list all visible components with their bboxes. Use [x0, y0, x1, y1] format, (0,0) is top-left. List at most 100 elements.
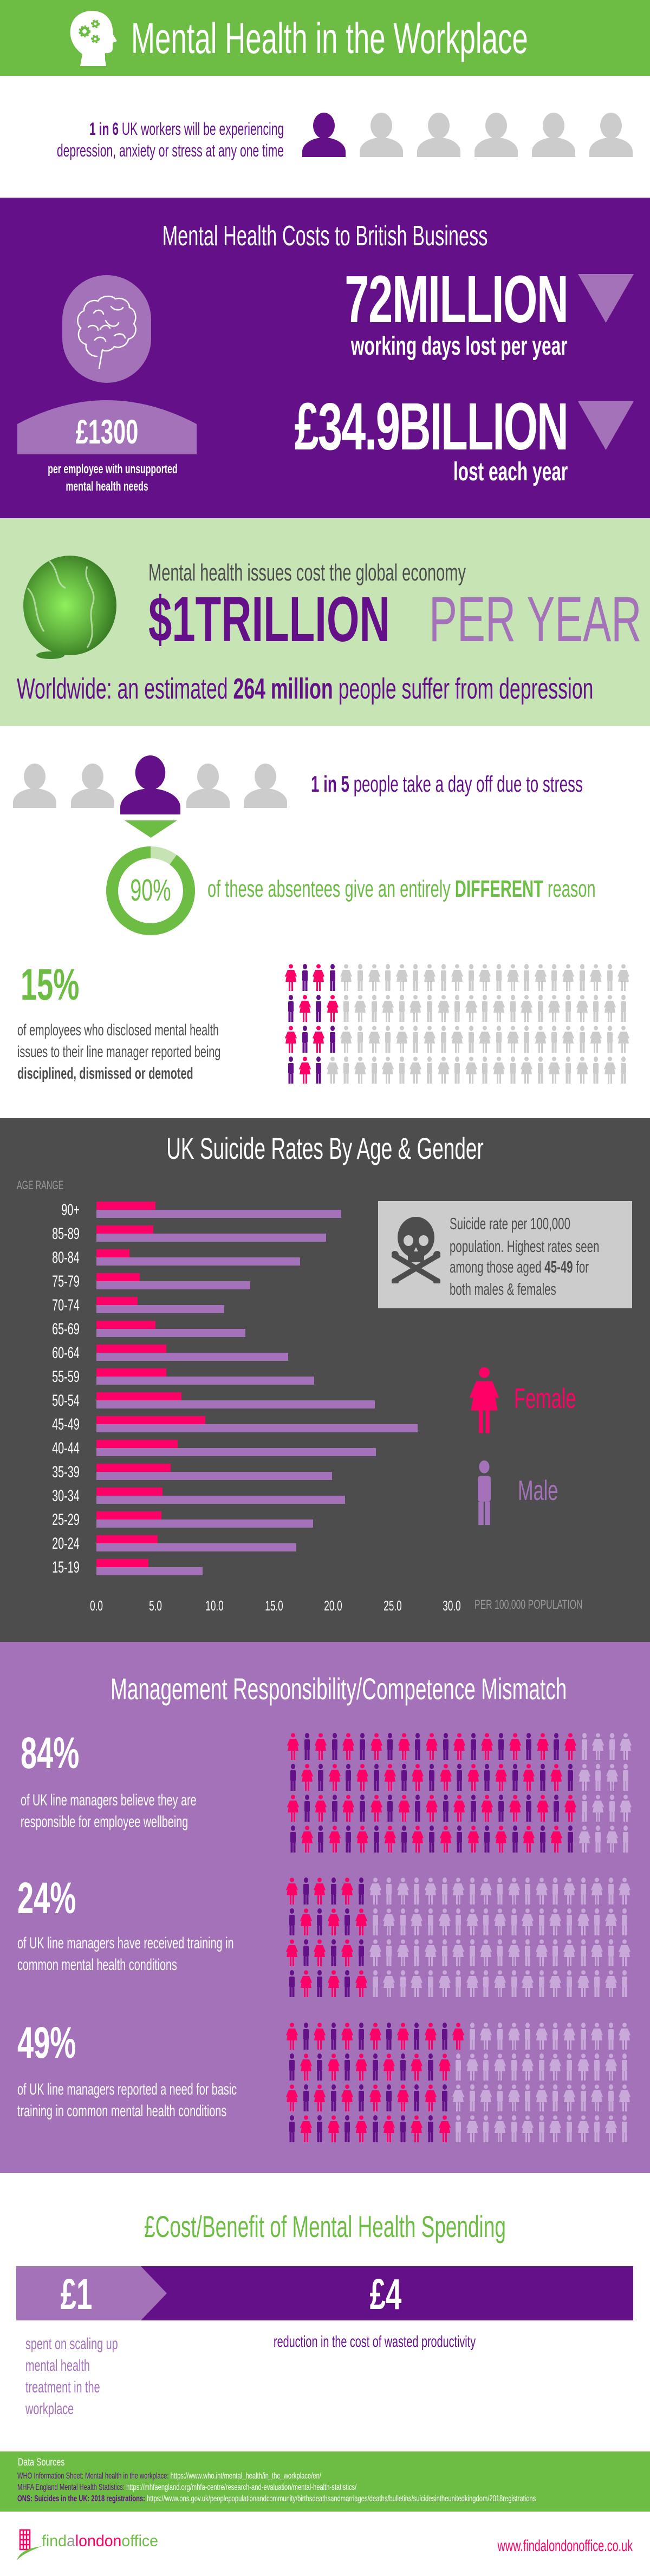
female-figure-highlighted-icon: [355, 1764, 369, 1791]
female-figure-icon: [367, 964, 381, 991]
down-triangle-icon: [578, 274, 634, 323]
female-figure-highlighted-icon: [549, 1764, 563, 1791]
female-figure-highlighted-icon: [368, 2084, 382, 2111]
head-with-gears-icon: [70, 11, 117, 66]
cost-lost-label: lost each year: [453, 458, 568, 486]
male-figure-highlighted-icon: [411, 1795, 425, 1822]
footer-website-link[interactable]: www.findalondonoffice.co.uk: [497, 2537, 633, 2555]
male-figure-icon: [479, 2053, 493, 2081]
male-figure-icon: [604, 1939, 618, 1966]
male-figure-icon: [465, 1877, 479, 1905]
one-in-five-highlight: 1 in 5: [311, 771, 349, 797]
male-figure-icon: [589, 995, 603, 1022]
bar-female-55-59: [96, 1368, 166, 1377]
male-figure-icon: [507, 2053, 521, 2081]
female-figure-icon: [368, 1939, 382, 1966]
bar-male-60-64: [96, 1353, 288, 1361]
male-figure-highlighted-icon: [369, 1764, 384, 1791]
female-figure-icon: [562, 1939, 576, 1966]
female-figure-icon: [521, 1970, 535, 1997]
management-text-3b: training in common mental health conditi…: [17, 2102, 227, 2120]
bar-female-90+: [96, 1202, 155, 1210]
source-link[interactable]: https://mhfaengland.org/mhfa-centre/rese…: [124, 2483, 357, 2492]
per-employee-badge: [17, 400, 197, 454]
bar-female-60-64: [96, 1345, 166, 1353]
bar-female-25-29: [96, 1511, 161, 1519]
male-figure-highlighted-icon: [368, 2053, 382, 2081]
male-figure-icon: [535, 2053, 549, 2081]
male-figure-icon: [562, 2053, 576, 2081]
costs-title: Mental Health Costs to British Business: [162, 220, 488, 252]
bar-female-30-34: [96, 1488, 163, 1496]
female-figure-icon: [605, 1825, 619, 1853]
male-figure-icon: [493, 2084, 507, 2111]
female-figure-icon: [534, 964, 548, 991]
male-figure-icon: [521, 2084, 535, 2111]
male-figure-highlighted-icon: [298, 964, 312, 991]
male-figure-icon: [534, 995, 548, 1022]
male-figure-icon: [506, 1057, 520, 1084]
worldwide-depression-stat: Worldwide: an estimated 264 million peop…: [17, 674, 593, 703]
male-figure-highlighted-icon: [424, 2053, 438, 2081]
male-figure-icon: [590, 2115, 604, 2142]
cost-benefit-banner: [16, 2266, 633, 2320]
male-figure-highlighted-icon: [300, 1795, 314, 1822]
female-figure-icon: [422, 964, 437, 991]
female-figure-highlighted-icon: [480, 1795, 494, 1822]
disclosure-line3: disciplined, dismissed or demoted: [17, 1065, 193, 1082]
cost-lost-value: £34.9BILLION: [294, 390, 569, 464]
female-figure-highlighted-icon: [522, 1764, 536, 1791]
male-figure-highlighted-icon: [466, 1795, 480, 1822]
x-axis-label: PER 100,000 POPULATION: [474, 1597, 583, 1612]
male-figure-icon: [478, 995, 492, 1022]
female-figure-highlighted-icon: [311, 964, 326, 991]
worldwide-highlight: 264 million: [233, 673, 333, 705]
person-highlighted-icon: [120, 755, 180, 817]
female-figure-icon: [410, 1908, 424, 1935]
female-figure-icon: [381, 1057, 395, 1084]
sources-heading: Data Sources: [18, 2457, 65, 2468]
female-figure-highlighted-icon: [383, 1764, 397, 1791]
globe-icon: [23, 556, 116, 659]
female-figure-highlighted-icon: [299, 1908, 313, 1935]
male-figure-icon: [438, 1939, 452, 1966]
female-figure-highlighted-icon: [340, 1877, 354, 1905]
male-figure-icon: [424, 1908, 438, 1935]
male-figure-icon: [519, 964, 534, 991]
absentees-stat: of these absentees give an entirely DIFF…: [207, 877, 596, 901]
female-figure-icon: [604, 1908, 618, 1935]
male-figure-icon: [576, 2023, 590, 2050]
footer-logo[interactable]: findalondonoffice: [17, 2528, 168, 2560]
management-figure-grid-3: [285, 2023, 633, 2142]
female-figure-icon: [561, 964, 575, 991]
management-text-3a: of UK line managers reported a need for …: [17, 2081, 237, 2098]
male-figure-icon: [450, 995, 464, 1022]
category-label: 40-44: [52, 1439, 80, 1457]
female-figure-highlighted-icon: [300, 1825, 314, 1853]
female-figure-icon: [493, 2115, 507, 2142]
female-figure-icon: [451, 2084, 465, 2111]
management-percent-3: 49%: [17, 2018, 76, 2068]
male-figure-icon: [367, 1057, 381, 1084]
suicide-chart-section: UK Suicide Rates By Age & Gender AGE RAN…: [0, 1118, 650, 1642]
female-figure-highlighted-icon: [327, 1970, 341, 1997]
male-figure-highlighted-icon: [284, 1057, 298, 1084]
male-figure-icon: [478, 1057, 492, 1084]
person-icon: [186, 764, 230, 811]
benefit-value: £4: [369, 2270, 402, 2318]
male-figure-highlighted-icon: [383, 1795, 397, 1822]
female-figure-icon: [395, 964, 409, 991]
male-figure-highlighted-icon: [439, 1795, 453, 1822]
female-figure-icon: [604, 1970, 618, 1997]
bar-male-45-49: [96, 1424, 418, 1432]
brain-icon: [77, 295, 136, 369]
female-figure-icon: [506, 1026, 520, 1053]
male-figure-highlighted-icon: [424, 2115, 438, 2142]
person-icon: [360, 113, 403, 160]
source-link[interactable]: https://www.ons.gov.uk/peoplepopulationa…: [145, 2494, 536, 2503]
category-label: 30-34: [52, 1487, 80, 1505]
absentees-prefix: of these absentees give an entirely: [207, 876, 455, 902]
male-figure-highlighted-icon: [285, 1970, 299, 1997]
source-link[interactable]: https://www.who.int/mental_health/in_the…: [168, 2471, 321, 2481]
female-figure-icon: [339, 964, 353, 991]
